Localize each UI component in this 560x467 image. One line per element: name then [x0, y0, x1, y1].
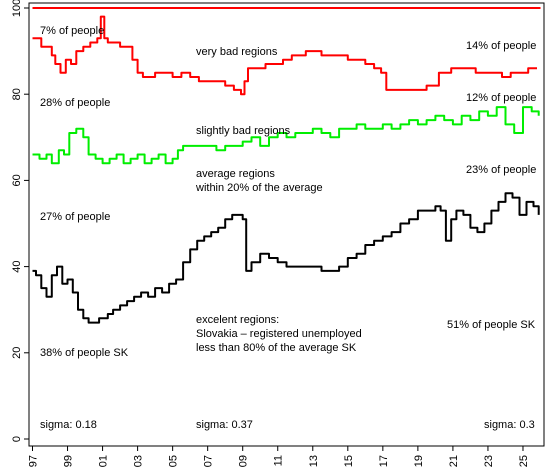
series-line-3	[32, 192, 540, 324]
annotations: 7% of people 14% of people very bad regi…	[40, 25, 536, 431]
y-tick-label-4: 80	[11, 88, 23, 100]
annotation-average-1: average regions	[196, 168, 275, 180]
annotation-sigma-2: sigma: 0.37	[196, 419, 253, 431]
x-tick-label-2: 01	[98, 455, 110, 467]
x-tick-label-1: 99	[63, 455, 75, 467]
plot-frame	[28, 2, 545, 447]
x-tick-label-10: 17	[378, 455, 390, 467]
x-tick-label-12: 21	[448, 455, 460, 467]
y-tick-label-3: 60	[11, 174, 23, 186]
x-tick-label-9: 15	[343, 455, 355, 467]
annotation-top-right: 14% of people	[466, 40, 536, 52]
annotation-right-51: 51% of people SK	[447, 319, 536, 331]
annotation-average-2: within 20% of the average	[195, 182, 323, 194]
y-axis: 0 20 40 60 80 100	[11, 0, 29, 442]
x-tick-label-13: 23	[483, 455, 495, 467]
x-tick-label-3: 03	[133, 455, 145, 467]
x-tick-label-4: 05	[168, 455, 180, 467]
series-line-2	[32, 106, 540, 165]
x-axis: 97 99 01 03 05 07 09 11 13 15 17 19 21 23 25	[28, 446, 530, 467]
series-line-1	[32, 15, 537, 96]
annotation-left-27: 27% of people	[40, 211, 110, 223]
x-tick-label-0: 97	[28, 455, 40, 467]
annotation-very-bad: very bad regions	[196, 46, 278, 58]
annotation-right-12: 12% of people	[466, 92, 536, 104]
annotation-left-38: 38% of people SK	[40, 347, 129, 359]
x-tick-label-6: 09	[238, 455, 250, 467]
x-tick-label-8: 13	[308, 455, 320, 467]
annotation-excellent-2: Slovakia – registered unemployed	[196, 328, 362, 340]
annotation-left-28: 28% of people	[40, 97, 110, 109]
annotation-slightly-bad: slightly bad regions	[196, 125, 291, 137]
annotation-right-23: 23% of people	[466, 164, 536, 176]
annotation-top-left: 7% of people	[40, 25, 104, 37]
y-tick-label-0: 0	[11, 436, 23, 442]
x-tick-label-14: 25	[518, 455, 530, 467]
annotation-excellent-1: excelent regions:	[196, 314, 279, 326]
x-tick-label-5: 07	[203, 455, 215, 467]
y-tick-label-5: 100	[11, 0, 23, 17]
annotation-sigma-3: sigma: 0.3	[484, 419, 535, 431]
y-tick-label-2: 40	[11, 260, 23, 272]
annotation-excellent-3: less than 80% of the average SK	[196, 342, 357, 354]
y-tick-label-1: 20	[11, 347, 23, 359]
annotation-sigma-1: sigma: 0.18	[40, 419, 97, 431]
x-tick-label-7: 11	[273, 455, 285, 466]
series-layer	[32, 7, 541, 324]
x-tick-label-11: 19	[413, 455, 425, 467]
